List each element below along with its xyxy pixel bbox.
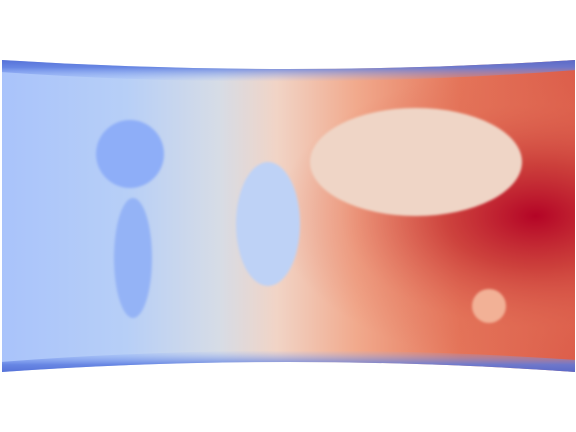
upper-left-circle-inclusion (96, 120, 164, 188)
upper-right-horizontal-ellipse-inclusion (310, 108, 522, 216)
lower-left-vertical-ellipse-inclusion (114, 198, 152, 318)
lower-right-small-circle-inclusion (472, 289, 506, 323)
center-vertical-ellipse-inclusion (236, 162, 300, 286)
field-domain (2, 60, 575, 372)
